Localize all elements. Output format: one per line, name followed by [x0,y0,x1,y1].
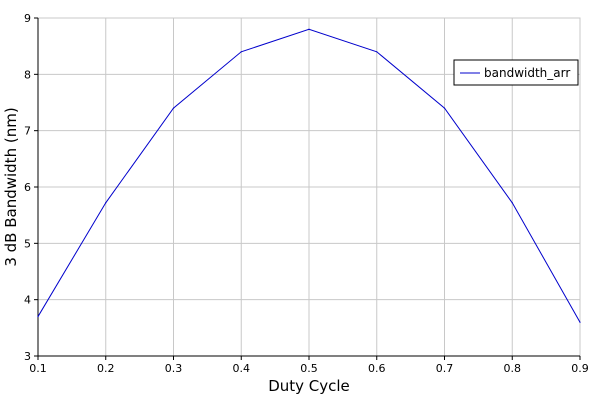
x-tick-label: 0.2 [97,362,115,375]
y-tick-label: 9 [24,12,31,25]
y-tick-label: 3 [24,350,31,363]
y-ticks: 3 4 5 6 7 8 9 [24,12,38,363]
data-point [511,202,513,204]
data-point [172,107,175,109]
x-tick-label: 0.4 [233,362,251,375]
data-point [105,202,107,204]
y-tick-label: 8 [24,68,31,81]
x-tick-label: 0.1 [29,362,47,375]
x-tick-label: 0.9 [571,362,589,375]
x-tick-label: 0.5 [300,362,318,375]
y-tick-label: 6 [24,181,31,194]
data-point [240,51,242,53]
x-tick-label: 0.6 [368,362,386,375]
y-axis-title: 3 dB Bandwidth (nm) [2,107,20,266]
x-tick-label: 0.8 [504,362,522,375]
legend-label: bandwidth_arr [484,66,570,80]
data-point [37,315,39,318]
x-tick-label: 0.3 [165,362,183,375]
grid-lines [37,17,581,357]
data-point [579,321,581,323]
data-point [376,51,378,53]
series-layer [37,28,581,323]
data-point [443,107,446,109]
x-axis-title: Duty Cycle [268,377,350,395]
x-ticks: 0.1 0.2 0.3 0.4 0.5 0.6 0.7 0.8 0.9 [29,356,589,375]
legend: bandwidth_arr [453,59,579,86]
x-tick-label: 0.7 [436,362,454,375]
y-tick-label: 7 [24,125,31,138]
y-tick-label: 4 [24,294,31,307]
data-point [308,28,310,30]
y-tick-label: 5 [24,237,31,250]
